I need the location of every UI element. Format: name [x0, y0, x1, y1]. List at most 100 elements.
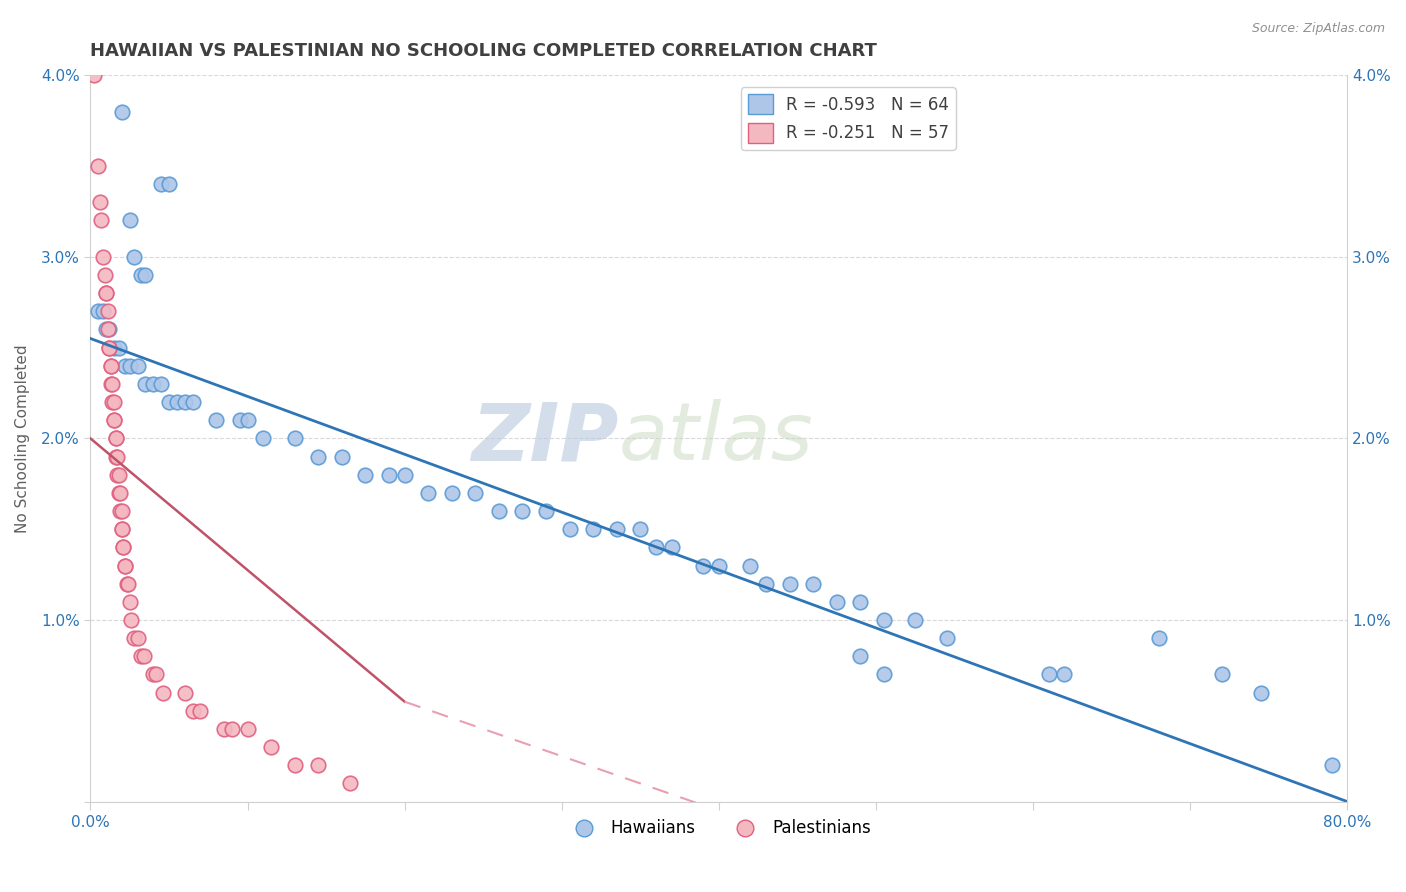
Point — [692, 558, 714, 573]
Point — [558, 522, 581, 536]
Point — [801, 576, 824, 591]
Point — [661, 541, 683, 555]
Point — [127, 631, 149, 645]
Point — [260, 740, 283, 755]
Point — [114, 558, 136, 573]
Point — [488, 504, 510, 518]
Text: Source: ZipAtlas.com: Source: ZipAtlas.com — [1251, 22, 1385, 36]
Point — [101, 395, 124, 409]
Point — [779, 576, 801, 591]
Point — [236, 413, 259, 427]
Point — [124, 631, 146, 645]
Point — [707, 558, 730, 573]
Point — [111, 522, 134, 536]
Point — [134, 376, 156, 391]
Point — [127, 359, 149, 373]
Point — [104, 431, 127, 445]
Point — [111, 104, 134, 119]
Point — [606, 522, 628, 536]
Point — [904, 613, 927, 627]
Point — [873, 613, 896, 627]
Point — [1038, 667, 1060, 681]
Point — [114, 359, 136, 373]
Point — [221, 722, 243, 736]
Point — [228, 413, 250, 427]
Point — [512, 504, 534, 518]
Point — [90, 213, 112, 227]
Point — [190, 704, 212, 718]
Point — [83, 68, 105, 82]
Point — [118, 213, 141, 227]
Point — [873, 667, 896, 681]
Text: ZIP: ZIP — [471, 400, 619, 477]
Point — [132, 649, 155, 664]
Point — [134, 268, 156, 282]
Point — [1147, 631, 1170, 645]
Point — [87, 159, 110, 173]
Point — [252, 431, 274, 445]
Point — [105, 467, 128, 482]
Point — [394, 467, 416, 482]
Point — [94, 286, 117, 301]
Point — [1053, 667, 1076, 681]
Point — [98, 341, 121, 355]
Point — [110, 504, 132, 518]
Point — [124, 250, 146, 264]
Point — [107, 467, 129, 482]
Point — [107, 486, 129, 500]
Point — [354, 467, 377, 482]
Point — [117, 576, 139, 591]
Point — [100, 376, 122, 391]
Point — [582, 522, 605, 536]
Point — [935, 631, 957, 645]
Point — [1250, 685, 1272, 699]
Point — [120, 613, 142, 627]
Point — [307, 758, 329, 772]
Point — [440, 486, 463, 500]
Point — [307, 450, 329, 464]
Point — [464, 486, 486, 500]
Point — [103, 341, 125, 355]
Point — [98, 341, 121, 355]
Point — [97, 304, 120, 318]
Point — [100, 359, 122, 373]
Point — [339, 776, 361, 790]
Point — [129, 649, 152, 664]
Point — [166, 395, 188, 409]
Legend: Hawaiians, Palestinians: Hawaiians, Palestinians — [561, 813, 877, 844]
Text: atlas: atlas — [619, 400, 813, 477]
Point — [111, 504, 134, 518]
Text: HAWAIIAN VS PALESTINIAN NO SCHOOLING COMPLETED CORRELATION CHART: HAWAIIAN VS PALESTINIAN NO SCHOOLING COM… — [90, 42, 877, 60]
Point — [89, 195, 111, 210]
Point — [110, 486, 132, 500]
Point — [107, 341, 129, 355]
Point — [628, 522, 651, 536]
Point — [150, 376, 173, 391]
Point — [111, 522, 134, 536]
Point — [87, 304, 110, 318]
Point — [157, 395, 180, 409]
Point — [181, 704, 204, 718]
Point — [181, 395, 204, 409]
Point — [418, 486, 440, 500]
Y-axis label: No Schooling Completed: No Schooling Completed — [15, 344, 30, 533]
Point — [378, 467, 401, 482]
Point — [173, 685, 195, 699]
Point — [150, 177, 173, 191]
Point — [1211, 667, 1233, 681]
Point — [104, 431, 127, 445]
Point — [104, 450, 127, 464]
Point — [98, 322, 121, 336]
Point — [152, 685, 174, 699]
Point — [212, 722, 235, 736]
Point — [142, 667, 165, 681]
Point — [645, 541, 668, 555]
Point — [115, 576, 138, 591]
Point — [849, 595, 872, 609]
Point — [157, 177, 180, 191]
Point — [93, 268, 115, 282]
Point — [91, 304, 114, 318]
Point — [534, 504, 557, 518]
Point — [91, 250, 114, 264]
Point — [118, 359, 141, 373]
